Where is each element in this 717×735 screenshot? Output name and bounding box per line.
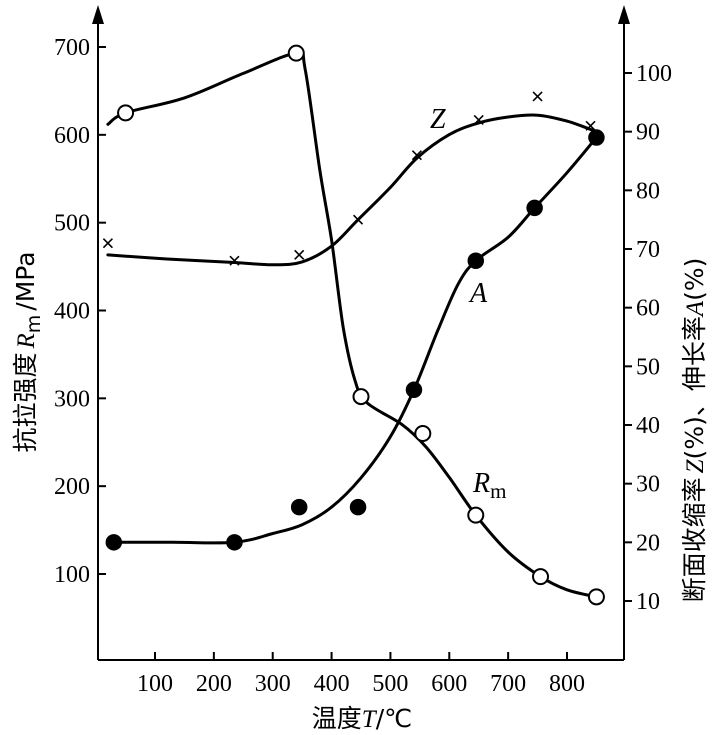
x-axis-title-suffix: /℃ <box>376 704 413 733</box>
cross-stroke <box>294 249 305 260</box>
point-a <box>467 252 485 269</box>
point-a <box>405 381 423 399</box>
point-rm <box>352 388 370 406</box>
point-rm <box>587 588 605 606</box>
point-z <box>585 120 596 131</box>
y-ticks-right: 10 20 30 40 50 60 70 80 90 100 <box>624 61 672 615</box>
series-label-z: Z <box>430 104 446 135</box>
right-y-axis-title-mid: (%)、伸长率 <box>680 316 709 459</box>
right-y-tick-label: 50 <box>636 354 660 380</box>
y-ticks-left: 100 200 300 400 500 600 700 <box>54 35 106 588</box>
cross-stroke <box>229 255 240 266</box>
right-y-tick-label: 10 <box>636 589 660 615</box>
x-tick-label: 200 <box>196 671 232 697</box>
x-tick-label: 400 <box>314 671 350 697</box>
left-y-axis-title-sub: m <box>23 315 45 334</box>
right-y-axis-title: 断面收缩率 Z(%)、伸长率A(%) <box>680 258 709 603</box>
cross-stroke <box>532 91 543 102</box>
curve-rm <box>106 51 598 599</box>
point-rm <box>532 568 550 586</box>
point-z <box>532 91 543 102</box>
x-tick-label: 600 <box>431 671 467 697</box>
left-y-axis-title-suffix: /MPa <box>11 251 40 310</box>
curves <box>106 51 598 599</box>
right-y-axis-title-a: A <box>682 300 709 318</box>
x-ticks: 100 200 300 400 500 600 700 800 <box>137 652 585 697</box>
point-a <box>226 534 243 551</box>
left-y-axis-arrow <box>92 5 104 24</box>
x-axis-title-var: T <box>362 706 378 733</box>
x-tick-label: 100 <box>137 671 173 697</box>
point-rm <box>287 44 305 62</box>
x-axis-title: 温度T/℃ <box>312 704 412 733</box>
x-tick-label: 800 <box>549 671 585 697</box>
left-y-tick-label: 200 <box>54 474 90 500</box>
right-y-axis-title-prefix: 断面收缩率 <box>680 477 709 602</box>
left-y-tick-label: 600 <box>54 123 90 149</box>
point-a <box>290 498 308 516</box>
left-y-tick-label: 500 <box>54 211 90 237</box>
cross-stroke <box>585 120 596 131</box>
left-y-tick-label: 100 <box>54 562 90 588</box>
left-y-tick-label: 700 <box>54 35 90 61</box>
point-rm <box>467 506 485 524</box>
right-y-tick-label: 30 <box>636 472 660 498</box>
x-tick-label: 300 <box>255 671 291 697</box>
point-z <box>229 255 240 266</box>
point-z <box>102 238 113 249</box>
axes <box>92 5 630 661</box>
point-z <box>411 150 422 161</box>
curve-z <box>106 113 598 267</box>
left-y-axis-title: 抗拉强度 Rm/MPa <box>11 251 45 452</box>
left-y-axis-title-var: R <box>13 333 40 349</box>
cross-stroke <box>102 238 113 249</box>
point-rm <box>117 104 135 122</box>
right-y-tick-label: 60 <box>636 296 660 322</box>
point-a <box>349 498 367 516</box>
x-tick-label: 500 <box>372 671 408 697</box>
right-y-tick-label: 70 <box>636 237 660 263</box>
right-y-tick-label: 100 <box>636 61 672 87</box>
point-z <box>294 249 305 260</box>
right-y-axis-title-z: Z <box>682 458 709 473</box>
series-label-rm-main: R <box>472 468 490 499</box>
left-y-tick-label: 400 <box>54 299 90 325</box>
right-y-tick-label: 90 <box>636 120 660 146</box>
x-axis-title-prefix: 温度 <box>312 704 362 733</box>
left-y-tick-label: 300 <box>54 386 90 412</box>
series-label-a: A <box>468 278 488 309</box>
right-y-axis-arrow <box>618 5 630 24</box>
point-a <box>526 199 543 217</box>
right-y-tick-label: 20 <box>636 530 660 556</box>
cross-stroke <box>473 114 484 125</box>
right-y-axis-title-suffix: (%) <box>680 258 709 301</box>
right-y-tick-label: 80 <box>636 178 660 204</box>
cross-stroke <box>411 150 422 161</box>
point-z <box>352 214 364 225</box>
x-tick-label: 700 <box>490 671 526 697</box>
curve-a <box>112 136 598 545</box>
series-label-rm: Rm <box>472 468 506 503</box>
point-z <box>473 114 484 125</box>
point-a <box>588 129 605 146</box>
markers <box>102 44 605 606</box>
right-y-tick-label: 40 <box>636 413 660 439</box>
series-label-rm-sub: m <box>490 479 506 503</box>
left-y-axis-title-prefix: 抗拉强度 <box>11 353 40 453</box>
point-rm <box>414 424 432 442</box>
cross-stroke <box>352 214 364 225</box>
point-a <box>105 534 123 551</box>
